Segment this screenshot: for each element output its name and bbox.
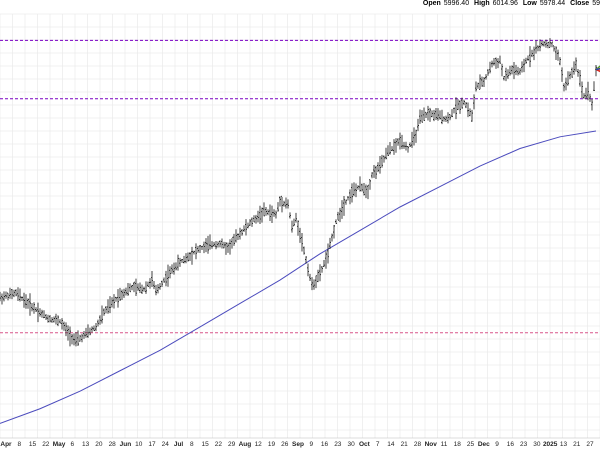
x-tick-label: 17 xyxy=(148,441,156,448)
x-tick-label: 8 xyxy=(190,441,194,448)
projection-line-0 xyxy=(595,65,600,71)
x-tick-label: 20 xyxy=(95,441,103,448)
x-tick-label: Sep xyxy=(292,441,304,448)
x-tick-label: 23 xyxy=(520,441,528,448)
projection-line-3 xyxy=(595,68,600,73)
x-tick-label: 13 xyxy=(560,441,568,448)
x-tick-label: 7 xyxy=(376,441,380,448)
x-tick-label: 28 xyxy=(414,441,422,448)
x-tick-label: 25 xyxy=(467,441,475,448)
x-tick-label: 16 xyxy=(507,441,515,448)
x-tick-label: 23 xyxy=(334,441,342,448)
x-tick-label: 21 xyxy=(573,441,581,448)
x-tick-label: 24 xyxy=(162,441,170,448)
x-tick-label: 29 xyxy=(228,441,236,448)
close-value: 59 xyxy=(592,0,600,7)
x-tick-label: Oct xyxy=(359,441,371,448)
x-tick-label: Aug xyxy=(239,441,252,448)
high-label: High xyxy=(474,0,490,7)
x-tick-label: 16 xyxy=(321,441,329,448)
x-tick-label: Apr xyxy=(0,441,12,448)
high-value: 6014.96 xyxy=(492,0,518,7)
x-tick-label: 28 xyxy=(109,441,117,448)
x-tick-label: Dec xyxy=(478,441,490,448)
x-tick-label: 12 xyxy=(255,441,263,448)
x-tick-label: 13 xyxy=(82,441,90,448)
x-tick-label: 26 xyxy=(281,441,289,448)
x-tick-label: 9 xyxy=(495,441,499,448)
x-tick-label: 10 xyxy=(135,441,143,448)
x-tick-label: Jul xyxy=(174,441,184,448)
x-tick-label: Nov xyxy=(425,441,438,448)
x-tick-label: 22 xyxy=(42,441,50,448)
open-label: Open xyxy=(422,0,441,7)
x-tick-label: May xyxy=(53,441,66,448)
x-tick-label: 30 xyxy=(533,441,541,448)
x-tick-label: 9 xyxy=(309,441,313,448)
open-value: 5996.40 xyxy=(443,0,470,7)
x-tick-label: 11 xyxy=(441,441,448,448)
low-label: Low xyxy=(522,0,537,7)
x-tick-label: 19 xyxy=(268,441,276,448)
ohlc-readout: Open 5996.40 High 6014.96 Low 5978.44 Close… xyxy=(420,0,600,14)
x-tick-label: 6 xyxy=(71,441,75,448)
x-tick-label: 14 xyxy=(387,441,395,448)
x-tick-label: 15 xyxy=(29,441,37,448)
x-tick-label: 30 xyxy=(347,441,355,448)
moving-average-line xyxy=(0,130,597,424)
x-tick-label: 15 xyxy=(201,441,209,448)
x-tick-label: 2025 xyxy=(543,441,558,448)
x-tick-label: 8 xyxy=(17,441,21,448)
x-tick-label: 18 xyxy=(454,441,462,448)
x-tick-label: 22 xyxy=(215,441,223,448)
x-tick-label: 27 xyxy=(586,441,594,448)
low-value: 5978.44 xyxy=(539,0,566,7)
close-label: Close xyxy=(570,0,590,7)
x-tick-label: Jun xyxy=(120,441,132,448)
x-tick-label: 21 xyxy=(401,441,409,448)
